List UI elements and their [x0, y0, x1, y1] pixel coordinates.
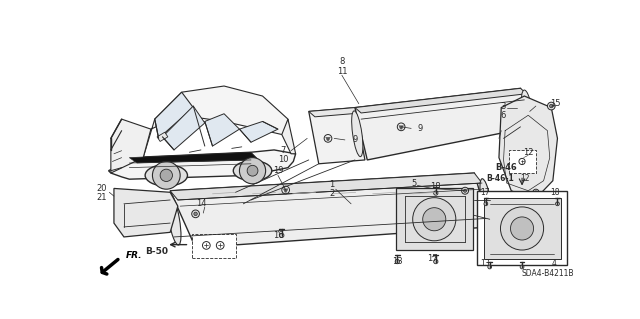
Text: 2: 2	[329, 189, 335, 198]
Text: 9: 9	[418, 124, 423, 133]
Circle shape	[500, 207, 543, 250]
Text: 5: 5	[412, 179, 417, 188]
Polygon shape	[396, 189, 473, 250]
Text: 15: 15	[550, 99, 561, 108]
Circle shape	[463, 189, 467, 192]
Text: 17: 17	[427, 254, 437, 263]
Polygon shape	[239, 122, 278, 142]
Polygon shape	[205, 114, 239, 146]
Ellipse shape	[145, 165, 188, 186]
Polygon shape	[170, 173, 482, 200]
Text: 18: 18	[431, 182, 441, 191]
Polygon shape	[157, 132, 168, 141]
Circle shape	[526, 154, 534, 161]
Text: 19: 19	[273, 166, 283, 175]
Bar	[509, 150, 536, 173]
Text: 11: 11	[337, 67, 347, 76]
Circle shape	[484, 202, 488, 206]
Polygon shape	[114, 189, 178, 237]
Text: 10: 10	[278, 155, 289, 164]
Text: 13: 13	[480, 259, 490, 268]
Polygon shape	[109, 150, 296, 179]
Polygon shape	[326, 137, 330, 141]
Circle shape	[434, 191, 438, 195]
Polygon shape	[284, 189, 288, 192]
Text: 20: 20	[97, 184, 107, 193]
Text: 16: 16	[273, 231, 284, 240]
Circle shape	[395, 259, 399, 264]
Circle shape	[202, 241, 210, 249]
Text: 9: 9	[353, 136, 358, 145]
Circle shape	[533, 189, 539, 195]
Circle shape	[520, 265, 524, 269]
Polygon shape	[155, 92, 193, 138]
Circle shape	[247, 165, 258, 176]
Polygon shape	[170, 173, 490, 248]
Ellipse shape	[167, 193, 181, 245]
Polygon shape	[129, 152, 259, 163]
Circle shape	[434, 259, 438, 264]
Text: 18: 18	[550, 188, 560, 197]
Circle shape	[192, 210, 200, 218]
Text: B-46-1: B-46-1	[486, 174, 515, 183]
Text: B-50: B-50	[145, 247, 168, 256]
Polygon shape	[355, 88, 527, 113]
Polygon shape	[140, 86, 289, 158]
Polygon shape	[308, 108, 361, 117]
Circle shape	[324, 135, 332, 142]
Text: 4: 4	[552, 259, 557, 268]
Polygon shape	[484, 198, 561, 259]
Text: 13: 13	[392, 257, 403, 266]
Text: 14: 14	[196, 199, 206, 208]
Polygon shape	[355, 88, 533, 160]
Text: 6: 6	[500, 111, 506, 120]
Ellipse shape	[351, 111, 363, 157]
Circle shape	[160, 169, 172, 182]
Circle shape	[239, 158, 266, 184]
Text: 7: 7	[281, 146, 286, 155]
Circle shape	[511, 217, 534, 240]
Circle shape	[282, 186, 289, 194]
Polygon shape	[111, 119, 151, 173]
Text: 21: 21	[97, 193, 107, 202]
Circle shape	[413, 198, 456, 241]
Circle shape	[397, 123, 405, 131]
Text: FR.: FR.	[126, 251, 143, 260]
Circle shape	[194, 212, 197, 216]
Text: 12: 12	[520, 174, 530, 183]
Text: 12: 12	[523, 148, 534, 157]
Text: 8: 8	[339, 57, 344, 66]
Text: 1: 1	[329, 180, 335, 189]
Circle shape	[550, 104, 553, 108]
Circle shape	[528, 156, 531, 160]
Circle shape	[556, 202, 559, 206]
Circle shape	[534, 191, 538, 194]
Circle shape	[152, 161, 180, 189]
Text: SDA4-B4211B: SDA4-B4211B	[521, 269, 574, 278]
Ellipse shape	[234, 161, 272, 181]
Polygon shape	[163, 106, 205, 150]
Text: 3: 3	[500, 101, 506, 111]
Circle shape	[547, 102, 555, 110]
Circle shape	[461, 187, 468, 194]
Circle shape	[280, 233, 284, 238]
Polygon shape	[308, 108, 365, 164]
Polygon shape	[399, 126, 403, 129]
Polygon shape	[282, 119, 296, 154]
Circle shape	[519, 159, 525, 165]
Bar	[477, 191, 566, 265]
Ellipse shape	[480, 179, 492, 221]
Text: B-46: B-46	[495, 163, 517, 172]
Bar	[192, 234, 236, 258]
Circle shape	[422, 208, 446, 231]
Text: 17: 17	[480, 188, 490, 197]
Circle shape	[216, 241, 224, 249]
Circle shape	[488, 265, 492, 269]
Ellipse shape	[522, 90, 532, 125]
Polygon shape	[499, 96, 557, 200]
